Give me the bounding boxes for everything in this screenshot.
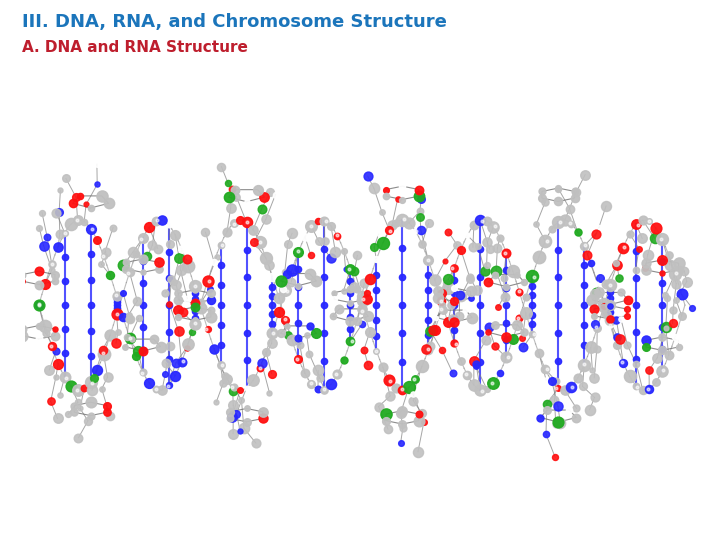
Text: III. DNA, RNA, and Chromosome Structure: III. DNA, RNA, and Chromosome Structure (22, 14, 446, 31)
Text: A. DNA and RNA Structure: A. DNA and RNA Structure (22, 40, 248, 56)
